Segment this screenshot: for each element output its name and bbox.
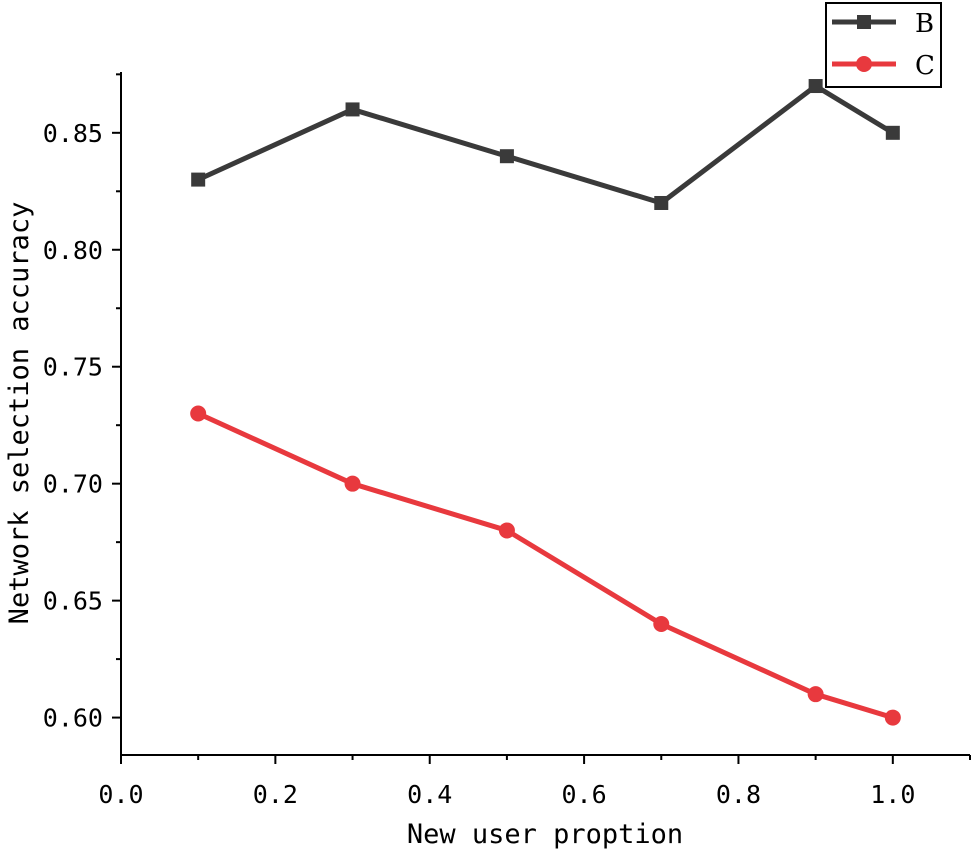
series-b-line — [197, 83, 895, 206]
series-c-line — [197, 411, 894, 720]
series-b-point — [885, 125, 900, 140]
legend: BC — [825, 2, 942, 88]
x-tick-label: 0.8 — [716, 780, 761, 809]
series-c-point — [190, 405, 207, 422]
series-b-point — [654, 195, 669, 210]
axis-labels: New user proption Network selection accu… — [4, 202, 683, 850]
series-c-point — [807, 686, 824, 703]
x-tick-label: 1.0 — [870, 780, 915, 809]
y-tick-label: 0.70 — [43, 470, 103, 499]
legend-c-label: C — [915, 51, 935, 81]
series-layer — [190, 79, 901, 726]
legend-c-marker — [856, 56, 872, 72]
series-c-point — [498, 522, 515, 539]
y-tick-label: 0.60 — [43, 704, 103, 733]
x-tick-label: 0.4 — [407, 780, 452, 809]
legend-b-label: B — [915, 9, 934, 39]
y-tick-label: 0.75 — [43, 353, 103, 382]
series-b-point — [345, 102, 360, 117]
x-axis-title: New user proption — [407, 819, 683, 850]
series-b-point — [808, 79, 823, 94]
y-tick-label: 0.65 — [43, 587, 103, 616]
legend-box — [825, 2, 942, 88]
axes: 0.60 0.65 0.70 0.75 0.80 0.85 0.0 0.2 0.4 0.6 0.8 1… — [43, 72, 971, 809]
x-tick-label: 0.2 — [253, 780, 298, 809]
series-c-point — [344, 475, 361, 492]
x-tick-label: 0.0 — [98, 780, 143, 809]
series-c-point — [884, 709, 901, 726]
legend-b-marker — [857, 15, 871, 29]
y-tick-label: 0.80 — [43, 236, 103, 265]
series-c-point — [653, 616, 670, 633]
series-b-point — [191, 172, 206, 187]
x-tick-label: 0.6 — [562, 780, 607, 809]
series-b-point — [499, 149, 514, 164]
y-axis-title: Network selection accuracy — [4, 202, 35, 625]
y-tick-label: 0.85 — [43, 119, 103, 148]
